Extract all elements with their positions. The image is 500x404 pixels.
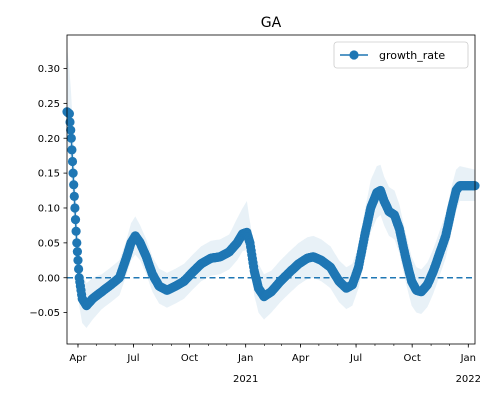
legend-marker bbox=[349, 50, 359, 60]
y-tick-label: 0.25 bbox=[38, 99, 60, 110]
x-tick-label: Jan bbox=[237, 353, 253, 364]
y-tick-label: 0.10 bbox=[38, 204, 60, 215]
growth-rate-point bbox=[67, 156, 78, 167]
x-tick-label: Apr bbox=[69, 353, 87, 364]
y-tick-label: 0.00 bbox=[38, 273, 60, 284]
growth-rate-point bbox=[66, 125, 76, 135]
x-tick-year-label: 2022 bbox=[456, 374, 481, 385]
x-tick-label: Jul bbox=[349, 353, 362, 364]
x-tick-label: Oct bbox=[181, 353, 198, 364]
axes-layer: −0.05 0.00 0.05 0.10 0.15 0.20 0.25 0.30 Apr Jul O… bbox=[29, 34, 481, 385]
y-tick-label: 0.05 bbox=[38, 238, 60, 249]
growth-rate-point bbox=[72, 247, 82, 257]
growth-rate-point bbox=[72, 238, 82, 248]
y-tick-label: −0.05 bbox=[29, 308, 60, 319]
legend-label: growth_rate bbox=[379, 49, 445, 62]
x-tick-label: Oct bbox=[404, 353, 421, 364]
growth-rate-point bbox=[70, 215, 81, 225]
plot-frame bbox=[66, 34, 476, 345]
x-tick-label: Apr bbox=[292, 353, 310, 364]
x-tick-label: Jul bbox=[126, 353, 139, 364]
chart-title: GA bbox=[261, 15, 282, 31]
growth-rate-point bbox=[69, 191, 79, 201]
series-layer bbox=[62, 107, 480, 311]
y-tick-label: 0.20 bbox=[38, 134, 60, 145]
legend-box bbox=[333, 41, 469, 69]
growth-rate-point bbox=[64, 109, 74, 119]
growth-rate-point bbox=[74, 264, 84, 274]
y-tick-label: 0.30 bbox=[38, 64, 60, 75]
x-tick-year-label: 2021 bbox=[233, 374, 258, 385]
growth-rate-point bbox=[67, 145, 77, 155]
growth-rate-point bbox=[71, 226, 81, 236]
legend: growth_rate bbox=[333, 41, 469, 69]
growth-rate-point bbox=[70, 203, 80, 213]
y-tick-label: 0.15 bbox=[38, 169, 60, 180]
confidence-band-layer bbox=[67, 47, 475, 328]
x-tick-label: Jan bbox=[460, 353, 476, 364]
growth-rate-point bbox=[69, 180, 79, 190]
growth-rate-point bbox=[66, 133, 76, 143]
growth-rate-point bbox=[68, 168, 78, 178]
growth-rate-point bbox=[73, 255, 83, 265]
confidence-band bbox=[67, 47, 475, 328]
growth-rate-point bbox=[65, 117, 75, 127]
